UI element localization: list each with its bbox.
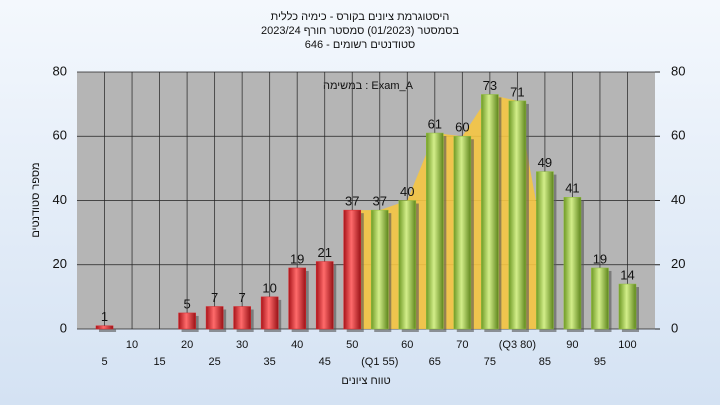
data-label: 19: [593, 251, 607, 266]
x-tick-label: 20: [181, 339, 193, 351]
y-axis-label: מספר סטודנטים: [30, 162, 42, 237]
x-tick-label: 35: [264, 356, 276, 368]
data-label: 60: [455, 120, 469, 135]
data-label: 37: [373, 194, 387, 209]
data-label: 7: [239, 290, 246, 305]
x-axis-label: טווח ציונים: [341, 375, 390, 387]
bar: [536, 171, 554, 330]
x-tick-label: (Q1 55): [361, 356, 398, 368]
data-label: 40: [400, 184, 414, 199]
chart-subtitle: 646 - סטודנטים רשומים: [305, 39, 416, 51]
bar: [508, 100, 527, 330]
x-tick-label: 85: [539, 356, 551, 368]
data-label: 19: [290, 251, 304, 266]
annotation: במשימה : Exam_A: [323, 80, 414, 92]
x-tick-label: 75: [484, 356, 496, 368]
data-label: 41: [565, 181, 579, 196]
data-label: 5: [183, 296, 190, 311]
bar: [343, 209, 362, 330]
data-label: 14: [620, 267, 634, 282]
bar: [95, 325, 114, 330]
bar: [591, 267, 609, 330]
data-label: 61: [428, 116, 442, 131]
bar: [618, 283, 637, 330]
bar-shadow: [98, 328, 117, 332]
data-label: 1: [101, 309, 108, 324]
bar: [288, 267, 306, 330]
bar: [315, 261, 334, 330]
y2-tick-label: 40: [671, 192, 685, 207]
y-tick-label: 80: [53, 63, 67, 78]
x-tick-label: (Q3 80): [499, 339, 536, 351]
x-tick-label: 60: [401, 339, 413, 351]
x-tick-label: 10: [126, 339, 138, 351]
data-label: 37: [345, 194, 359, 209]
x-tick-label: 90: [566, 339, 578, 351]
x-tick-label: 15: [153, 356, 165, 368]
x-tick-label: 40: [291, 339, 303, 351]
bar: [370, 209, 389, 330]
x-tick-label: 70: [456, 339, 468, 351]
x-tick-label: 65: [429, 356, 441, 368]
y-tick-label: 0: [60, 320, 67, 335]
y2-tick-label: 0: [671, 320, 678, 335]
x-tick-label: 5: [101, 356, 107, 368]
data-label: 73: [483, 78, 497, 93]
x-tick-label: 50: [346, 339, 358, 351]
bar: [398, 200, 417, 330]
y-tick-label: 40: [53, 192, 67, 207]
x-tick-label: 95: [594, 356, 606, 368]
y2-tick-label: 60: [671, 128, 685, 143]
data-label: 7: [211, 290, 218, 305]
y2-tick-label: 80: [671, 63, 685, 78]
bar: [233, 306, 251, 330]
data-label: 21: [317, 245, 331, 260]
y-tick-label: 20: [53, 256, 67, 271]
x-tick-label: 25: [208, 356, 220, 368]
x-tick-label: 30: [236, 339, 248, 351]
x-tick-label: 100: [618, 339, 636, 351]
data-label: 49: [538, 155, 552, 170]
bar: [178, 312, 196, 330]
bar: [563, 197, 582, 330]
bar: [426, 132, 444, 330]
bar: [260, 296, 279, 330]
bar: [453, 136, 472, 330]
bar: [205, 306, 224, 330]
x-tick-label: 45: [319, 356, 331, 368]
chart-title: היסטוגרמת ציונים בקורס - כימיה כללית: [271, 10, 450, 23]
y2-tick-label: 20: [671, 256, 685, 271]
y-tick-label: 60: [53, 128, 67, 143]
chart-subtitle: בסמסטר (01/2023) סמסטר חורף 2023/24: [261, 25, 459, 37]
data-label: 10: [262, 280, 276, 295]
bar: [481, 94, 499, 330]
data-label: 71: [510, 84, 524, 99]
